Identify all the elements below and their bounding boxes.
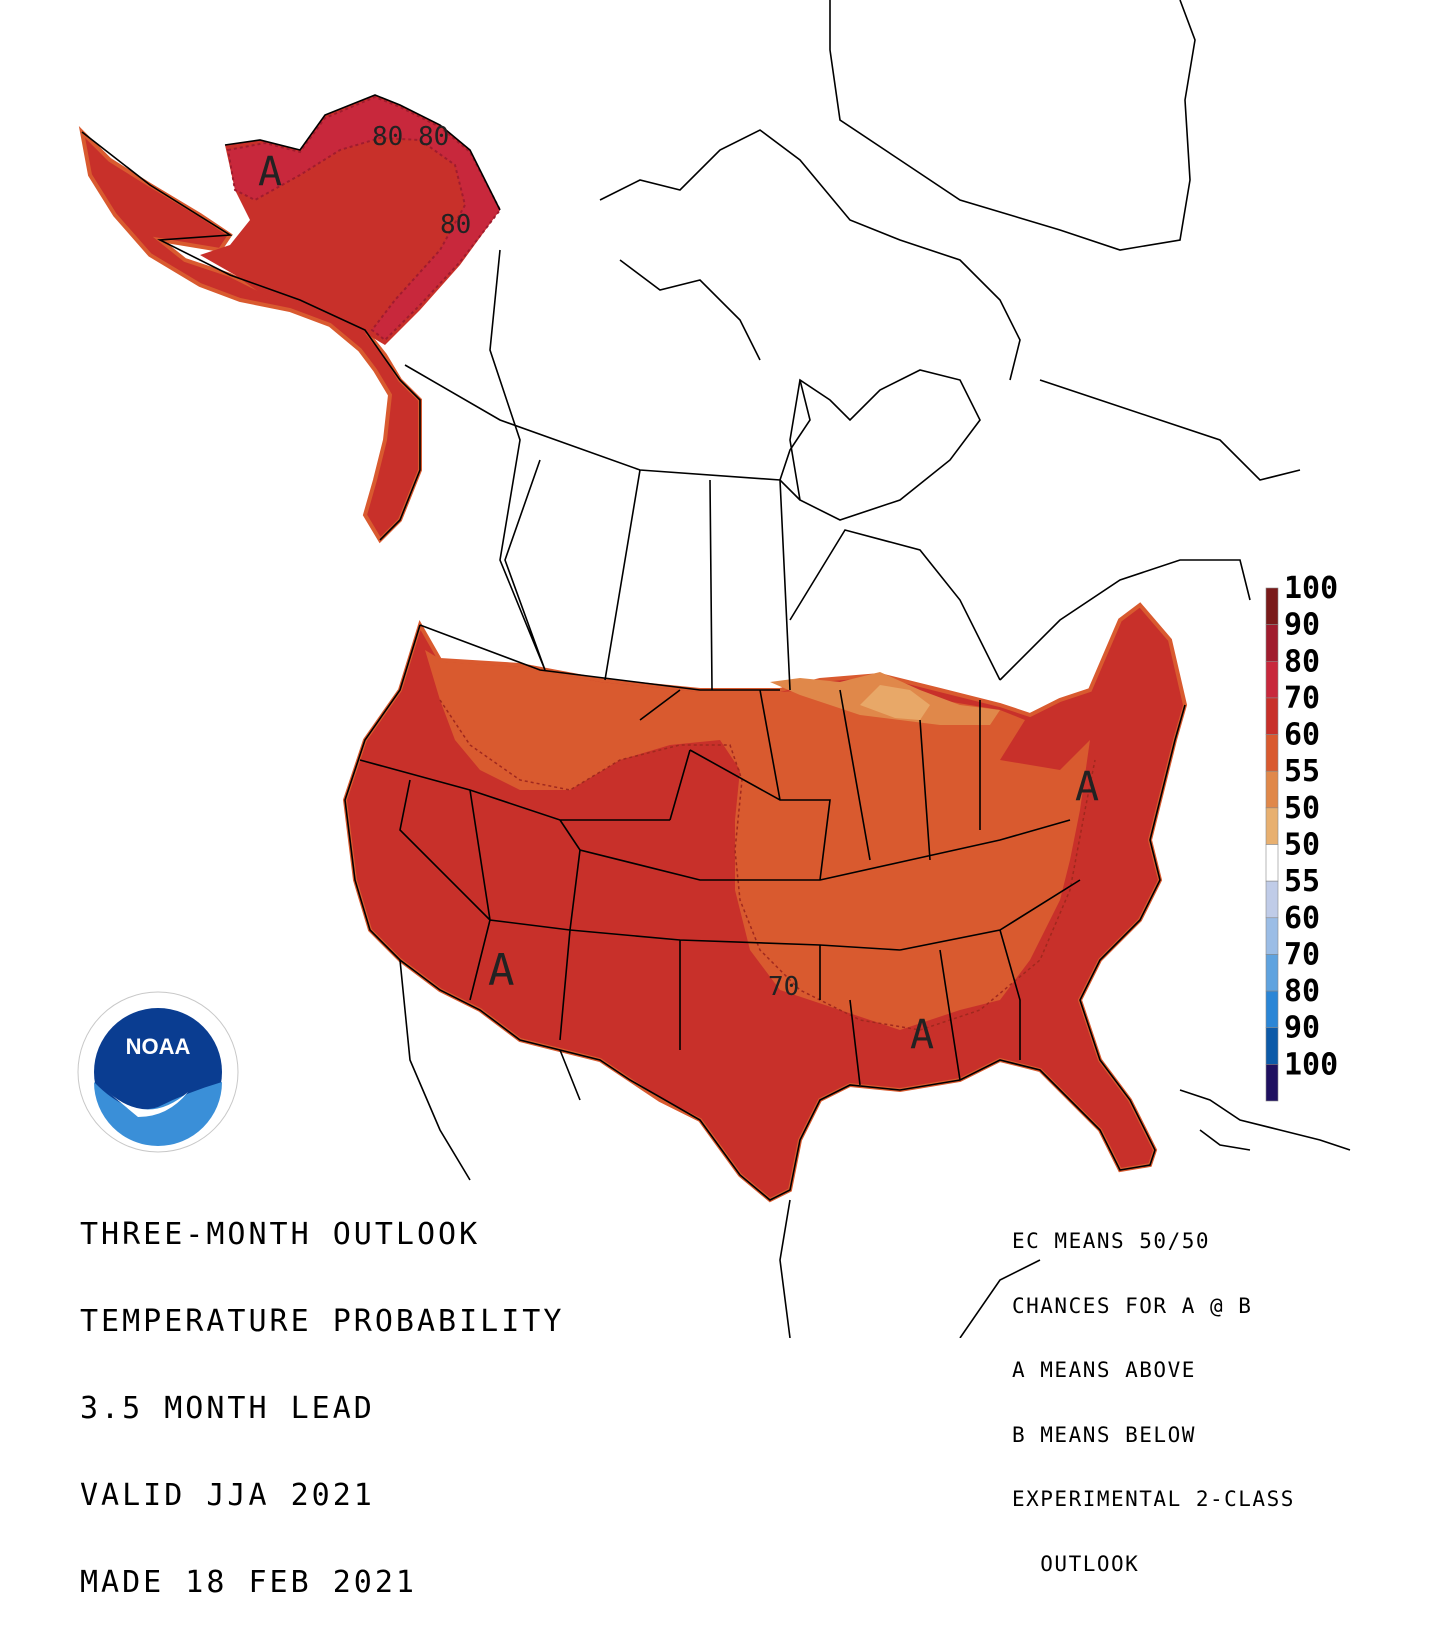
noaa-logo-text: NOAA xyxy=(126,1034,191,1059)
scale-label: 55 xyxy=(1284,864,1320,899)
state-lines xyxy=(359,689,1081,1086)
scale-swatch xyxy=(1265,734,1279,772)
scale-swatch xyxy=(1265,844,1279,882)
scale-label: 60 xyxy=(1284,718,1320,753)
title-line-1: THREE-MONTH OUTLOOK xyxy=(80,1217,481,1252)
title-line-4: VALID JJA 2021 xyxy=(80,1478,375,1513)
legend-explanation: EC MEANS 50/50 CHANCES FOR A @ B A MEANS… xyxy=(1012,1188,1295,1597)
scale-label: 70 xyxy=(1284,681,1320,716)
mexico-outline xyxy=(399,959,1041,1338)
scale-label: 50 xyxy=(1284,828,1320,863)
scale-swatch xyxy=(1265,587,1279,625)
legend-note-line-1: EC MEANS 50/50 xyxy=(1012,1229,1211,1253)
title-line-5: MADE 18 FEB 2021 xyxy=(80,1565,417,1600)
alaska-region xyxy=(78,95,502,544)
legend-note-line-4: B MEANS BELOW xyxy=(1012,1422,1196,1447)
conus-outline xyxy=(344,624,1186,1201)
alaska-80-label-c: 80 xyxy=(440,210,471,240)
conus-60-area xyxy=(425,650,1090,1030)
alaska-80-label-b: 80 xyxy=(418,122,449,152)
boundaries xyxy=(81,0,1351,1338)
scale-label: 100 xyxy=(1284,1047,1338,1082)
noaa-logo: NOAA xyxy=(77,991,239,1153)
canada-provinces xyxy=(489,249,1001,691)
scale-label: 50 xyxy=(1284,791,1320,826)
conus-50-area xyxy=(860,685,930,720)
scale-swatch xyxy=(1265,880,1279,919)
caribbean xyxy=(1179,1089,1351,1151)
scale-label: 80 xyxy=(1284,644,1320,679)
scale-swatch xyxy=(1265,1027,1279,1065)
legend-note-line-2: CHANCES FOR A @ B xyxy=(1012,1293,1253,1318)
scale-swatch xyxy=(1265,1064,1279,1102)
southwest-a-label: A xyxy=(488,945,515,996)
alaska-coast xyxy=(81,94,501,541)
scale-label: 90 xyxy=(1284,1011,1320,1046)
alaska-80-area xyxy=(226,95,502,342)
legend-note-line-3: A MEANS ABOVE xyxy=(1012,1358,1196,1382)
scale-swatch xyxy=(1265,660,1279,699)
alaska-80-label-a: 80 xyxy=(372,122,403,152)
scale-swatch xyxy=(1265,770,1279,809)
south-a-label: A xyxy=(910,1012,934,1058)
alaska-a-label: A xyxy=(258,149,282,195)
scale-label: 80 xyxy=(1284,974,1320,1009)
scale-label: 55 xyxy=(1284,754,1320,789)
hudson-bay xyxy=(789,369,981,521)
legend-note-line-6: OUTLOOK xyxy=(1012,1551,1140,1576)
scale-label: 70 xyxy=(1284,937,1320,972)
conus-70-boundary xyxy=(439,699,1096,1031)
scale-label: 60 xyxy=(1284,901,1320,936)
scale-swatch xyxy=(1265,954,1279,992)
scale-swatch xyxy=(1265,624,1279,662)
canada-us-border xyxy=(404,364,801,691)
scale-swatch xyxy=(1265,990,1279,1029)
title-line-3: 3.5 MONTH LEAD xyxy=(80,1391,375,1426)
outlook-map: A 80 80 80 A A A 70 10090807060555050556… xyxy=(77,0,1351,1338)
scale-label: 90 xyxy=(1284,608,1320,643)
map-labels: A 80 80 80 A A A 70 xyxy=(258,122,1099,1058)
legend-note-line-5: EXPERIMENTAL 2-CLASS xyxy=(1012,1487,1295,1511)
plains-70-label: 70 xyxy=(768,972,799,1002)
arctic-islands xyxy=(599,0,1196,381)
east-canada-coast xyxy=(999,379,1301,681)
scale-label: 100 xyxy=(1284,571,1338,606)
scale-swatch xyxy=(1265,917,1279,955)
conus-region xyxy=(342,602,1188,1203)
scale-swatch xyxy=(1265,807,1279,845)
northeast-a-label: A xyxy=(1075,764,1099,810)
outlook-title-block: THREE-MONTH OUTLOOK TEMPERATURE PROBABIL… xyxy=(80,1162,564,1626)
title-line-2: TEMPERATURE PROBABILITY xyxy=(80,1304,565,1339)
scale-swatch xyxy=(1265,697,1279,735)
